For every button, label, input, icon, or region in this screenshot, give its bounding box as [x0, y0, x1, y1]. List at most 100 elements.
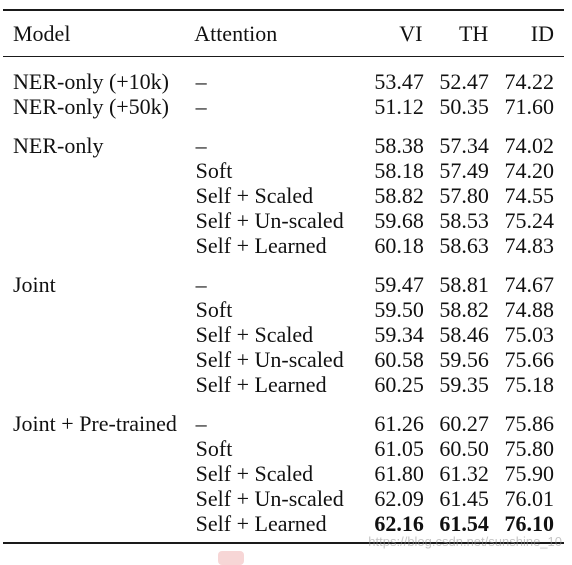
cell-model: NER-only (+10k)	[13, 69, 169, 94]
spacer-cell	[424, 397, 489, 411]
table-row: NER-only (+50k) – 51.12 50.35 71.60	[3, 94, 564, 119]
cell-th: 60.50	[439, 436, 489, 461]
cell-attention: Soft	[195, 297, 233, 322]
watermark-badge	[218, 551, 244, 565]
cell-attention: Self + Learned	[195, 511, 327, 536]
cell-th: 59.35	[439, 372, 489, 397]
cell-id: 75.86	[504, 411, 555, 436]
cell-th: 60.27	[439, 411, 489, 436]
cell-th: 58.81	[439, 272, 489, 297]
cell-th: 58.82	[439, 297, 489, 322]
cell-vi: 62.09	[374, 486, 424, 511]
cell-attention: Self + Scaled	[195, 183, 314, 208]
cell-model	[3, 183, 196, 208]
cell-attention: Self + Un-scaled	[195, 208, 344, 233]
header-attention: Attention	[194, 21, 278, 46]
cell-model	[3, 436, 196, 461]
watermark-text: https://blog.csdn.net/sunshine_10	[368, 534, 562, 549]
cell-id: 75.90	[504, 461, 555, 486]
cell-model: NER-only	[13, 133, 104, 158]
cell-model	[3, 208, 196, 233]
table-row: Joint + Pre-trained – 61.26 60.27 75.86	[3, 411, 564, 436]
cell-id: 74.20	[504, 158, 555, 183]
table-row: Soft 58.18 57.49 74.20	[3, 158, 564, 183]
results-table-container: Model Attention VI TH ID NER-only (+10k)…	[3, 9, 564, 544]
group-spacer	[3, 258, 564, 272]
header-model: Model	[13, 21, 71, 46]
bottom-rule	[3, 542, 564, 544]
cell-id: 76.01	[504, 486, 555, 511]
spacer-cell	[196, 57, 359, 69]
table-row: Self + Un-scaled 59.68 58.53 75.24	[3, 208, 564, 233]
cell-model	[3, 233, 196, 258]
spacer-cell	[489, 119, 564, 133]
cell-vi: 59.68	[374, 208, 424, 233]
spacer-cell	[424, 119, 489, 133]
spacer-cell	[489, 397, 564, 411]
spacer-cell	[3, 57, 196, 69]
cell-th: 61.32	[439, 461, 489, 486]
table-row: Self + Un-scaled 62.09 61.45 76.01	[3, 486, 564, 511]
spacer-cell	[359, 258, 424, 272]
cell-vi: 60.18	[374, 233, 424, 258]
cell-th: 58.53	[439, 208, 489, 233]
spacer-cell	[489, 57, 564, 69]
group-spacer	[3, 57, 564, 69]
cell-attention: Self + Learned	[195, 372, 327, 397]
table-row: Self + Scaled 59.34 58.46 75.03	[3, 322, 564, 347]
cell-attention: –	[195, 133, 207, 158]
table-row: Joint – 59.47 58.81 74.67	[3, 272, 564, 297]
cell-vi: 58.38	[374, 133, 424, 158]
cell-model: Joint + Pre-trained	[13, 411, 177, 436]
cell-th: 57.49	[439, 158, 489, 183]
spacer-cell	[424, 57, 489, 69]
cell-vi: 59.34	[374, 322, 424, 347]
header-row: Model Attention VI TH ID	[3, 11, 564, 56]
cell-id: 74.02	[504, 133, 555, 158]
cell-model: NER-only (+50k)	[13, 94, 169, 119]
cell-vi: 62.16	[374, 511, 424, 536]
spacer-cell	[359, 119, 424, 133]
table-row: Self + Un-scaled 60.58 59.56 75.66	[3, 347, 564, 372]
cell-attention: Soft	[195, 436, 233, 461]
group-spacer	[3, 119, 564, 133]
cell-model	[3, 347, 196, 372]
cell-vi: 61.26	[374, 411, 424, 436]
cell-attention: –	[195, 411, 207, 436]
table-row: Self + Scaled 61.80 61.32 75.90	[3, 461, 564, 486]
table-row: Self + Scaled 58.82 57.80 74.55	[3, 183, 564, 208]
cell-id: 74.22	[504, 69, 555, 94]
cell-model	[3, 461, 196, 486]
cell-model: Joint	[13, 272, 56, 297]
cell-th: 61.54	[439, 511, 489, 536]
cell-th: 50.35	[439, 94, 489, 119]
cell-id: 74.67	[504, 272, 555, 297]
cell-id: 74.83	[504, 233, 555, 258]
cell-attention: –	[195, 272, 207, 297]
spacer-cell	[359, 397, 424, 411]
cell-id: 75.03	[504, 322, 555, 347]
spacer-cell	[3, 258, 196, 272]
cell-attention: Self + Un-scaled	[195, 347, 344, 372]
cell-attention: Soft	[195, 158, 233, 183]
group-spacer	[3, 397, 564, 411]
table-row: Soft 61.05 60.50 75.80	[3, 436, 564, 461]
cell-id: 74.55	[504, 183, 555, 208]
spacer-cell	[196, 119, 359, 133]
table-row: NER-only (+10k) – 53.47 52.47 74.22	[3, 69, 564, 94]
spacer-cell	[196, 397, 359, 411]
cell-vi: 59.47	[374, 272, 424, 297]
cell-id: 75.80	[504, 436, 555, 461]
table-row: Self + Learned 60.25 59.35 75.18	[3, 372, 564, 397]
spacer-cell	[424, 258, 489, 272]
table-row: NER-only – 58.38 57.34 74.02	[3, 133, 564, 158]
cell-vi: 60.58	[374, 347, 424, 372]
cell-model	[3, 322, 196, 347]
spacer-cell	[3, 397, 196, 411]
cell-attention: Self + Learned	[195, 233, 327, 258]
cell-model	[3, 511, 196, 536]
cell-id: 75.18	[504, 372, 555, 397]
cell-attention: Self + Un-scaled	[195, 486, 344, 511]
cell-th: 52.47	[439, 69, 489, 94]
cell-attention: Self + Scaled	[195, 322, 314, 347]
